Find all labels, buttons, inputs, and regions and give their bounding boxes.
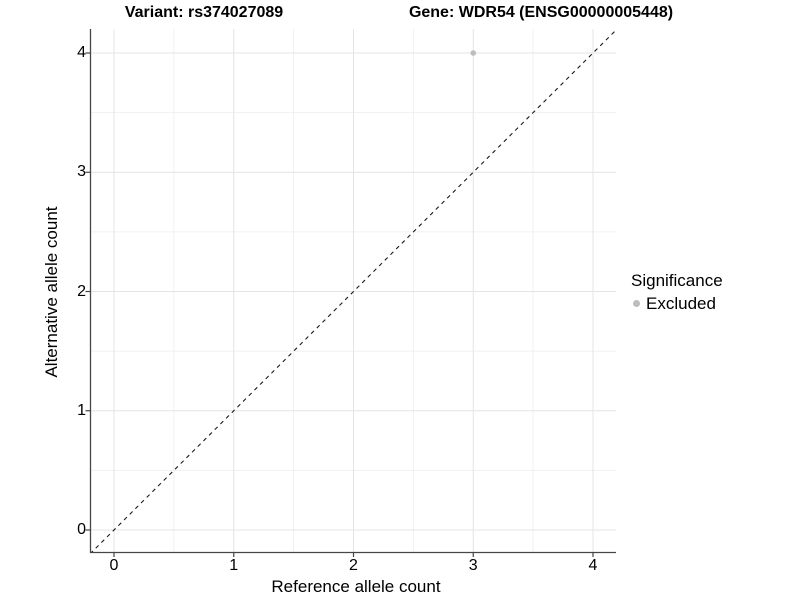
y-tick-label: 3 <box>77 163 86 181</box>
y-axis-title: Alternative allele count <box>42 206 61 378</box>
x-tick-label: 3 <box>468 557 478 574</box>
x-tick-label: 1 <box>229 557 239 574</box>
legend-title: Significance <box>631 271 723 290</box>
plot-title-variant: Variant: rs374027089 <box>124 4 284 21</box>
legend: Significance Excluded <box>631 271 723 313</box>
data-point <box>470 50 477 56</box>
x-tick-label: 4 <box>588 557 598 574</box>
x-tick-label: 0 <box>109 557 119 574</box>
y-tick-label: 1 <box>77 401 86 419</box>
legend-entry-label: Excluded <box>646 293 716 313</box>
y-tick-label: 0 <box>77 521 86 538</box>
legend-entries: Excluded <box>631 294 723 313</box>
plot-title-gene: Gene: WDR54 (ENSG00000005448) <box>408 4 674 21</box>
y-tick-label: 4 <box>77 44 86 61</box>
x-tick-label: 2 <box>349 557 358 574</box>
y-tick-label: 2 <box>77 282 86 300</box>
x-axis-title: Reference allele count <box>271 577 441 596</box>
legend-point-icon <box>633 300 640 307</box>
legend-entry: Excluded <box>633 294 723 313</box>
